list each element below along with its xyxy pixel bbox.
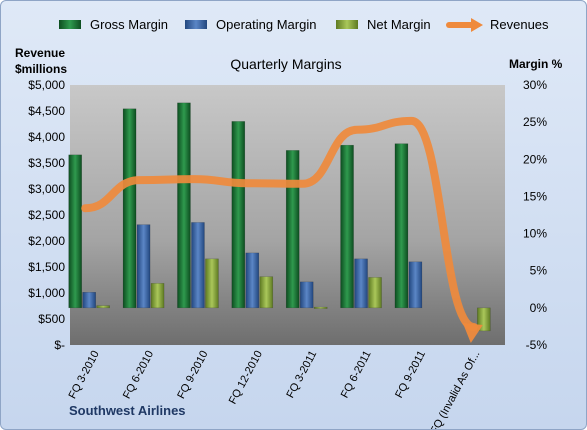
revenue-arrowhead: [462, 323, 483, 343]
right-tick-label: 30%: [523, 78, 547, 92]
bar-operating-margin: [354, 258, 368, 309]
legend-label-operating-margin: Operating Margin: [216, 17, 316, 32]
x-tick-label: FQ 9-2010: [175, 349, 210, 401]
legend-item-revenues: Revenues: [446, 17, 549, 32]
left-tick-label: $5,000: [28, 78, 65, 92]
x-tick-label: FQ 12-2010: [227, 349, 265, 406]
left-tick-label: $4,000: [28, 130, 65, 144]
left-tick-label: $2,000: [28, 234, 65, 248]
right-tick-label: 0%: [530, 301, 548, 315]
x-tick-label: FQ 6-2010: [121, 349, 156, 401]
right-tick-label: 15%: [523, 189, 547, 203]
revenue-line-layer: [81, 116, 483, 343]
bar-operating-margin: [299, 281, 314, 309]
legend-item-net-margin: Net Margin: [336, 17, 431, 32]
revenue-line: [81, 116, 478, 331]
legend-item-operating-margin: Operating Margin: [185, 17, 316, 32]
right-tick-label: 10%: [523, 227, 547, 241]
bar-operating-margin: [408, 261, 423, 309]
legend-swatch-operating-margin: [185, 20, 207, 29]
left-tick-label: $2,500: [28, 208, 65, 222]
bar-gross-margin: [231, 121, 246, 309]
right-axis-title: Margin %: [509, 57, 563, 71]
legend-label-revenues: Revenues: [490, 17, 549, 32]
bar-operating-margin: [82, 292, 96, 309]
right-axis-ticks: -5% 0% 5% 10% 15% 20% 25% 30%: [523, 78, 547, 352]
legend-label-net-margin: Net Margin: [367, 17, 431, 32]
company-label: Southwest Airlines: [69, 403, 186, 418]
left-tick-label: $500: [38, 312, 65, 326]
x-tick-label: FQ 3-2011: [284, 349, 319, 400]
left-axis-title-line1: Revenue: [15, 46, 65, 60]
bar-gross-margin: [340, 144, 354, 309]
left-axis-ticks: $- $500 $1,000 $1,500 $2,000 $2,500 $3,000 $3,5…: [28, 78, 65, 352]
right-tick-label: 25%: [523, 115, 547, 129]
left-tick-label: $1,500: [28, 260, 65, 274]
bar-gross-margin: [122, 108, 137, 309]
x-tick-label: FQ 6-2011: [339, 349, 374, 400]
legend-swatch-gross-margin: [59, 20, 81, 29]
bars: [68, 102, 491, 332]
bar-gross-margin: [394, 143, 409, 309]
left-tick-label: $3,500: [28, 156, 65, 170]
x-tick-label: FQ 9-2011: [393, 349, 428, 400]
bar-net-margin: [205, 258, 219, 309]
x-tick-label: FQ 3-2010: [67, 349, 102, 401]
right-tick-label: 5%: [530, 264, 548, 278]
bar-operating-margin: [245, 252, 260, 309]
bar-operating-margin: [191, 222, 205, 309]
left-tick-label: $1,000: [28, 286, 65, 300]
legend-swatch-net-margin: [336, 20, 358, 29]
right-tick-label: 20%: [523, 152, 547, 166]
bar-gross-margin: [177, 102, 191, 309]
bar-gross-margin: [68, 154, 82, 309]
legend-arrow-icon: [471, 18, 483, 32]
x-tick-label: FQ (Invalid As Of...: [428, 349, 482, 430]
bar-gross-margin: [285, 150, 300, 309]
left-tick-label: $-: [54, 338, 65, 352]
chart-title: Quarterly Margins: [230, 56, 341, 72]
bar-net-margin: [259, 276, 274, 309]
bar-net-margin: [96, 305, 110, 309]
legend: Gross Margin Operating Margin Net Margin…: [59, 17, 549, 32]
bar-net-margin: [150, 283, 165, 309]
legend-label-gross-margin: Gross Margin: [90, 17, 168, 32]
left-tick-label: $4,500: [28, 104, 65, 118]
bar-net-margin: [313, 306, 328, 309]
left-axis-title-line2: $millions: [15, 62, 67, 76]
right-tick-label: -5%: [526, 338, 548, 352]
bar-net-margin: [368, 277, 382, 309]
bar-operating-margin: [136, 224, 151, 309]
legend-item-gross-margin: Gross Margin: [59, 17, 168, 32]
left-tick-label: $3,000: [28, 182, 65, 196]
